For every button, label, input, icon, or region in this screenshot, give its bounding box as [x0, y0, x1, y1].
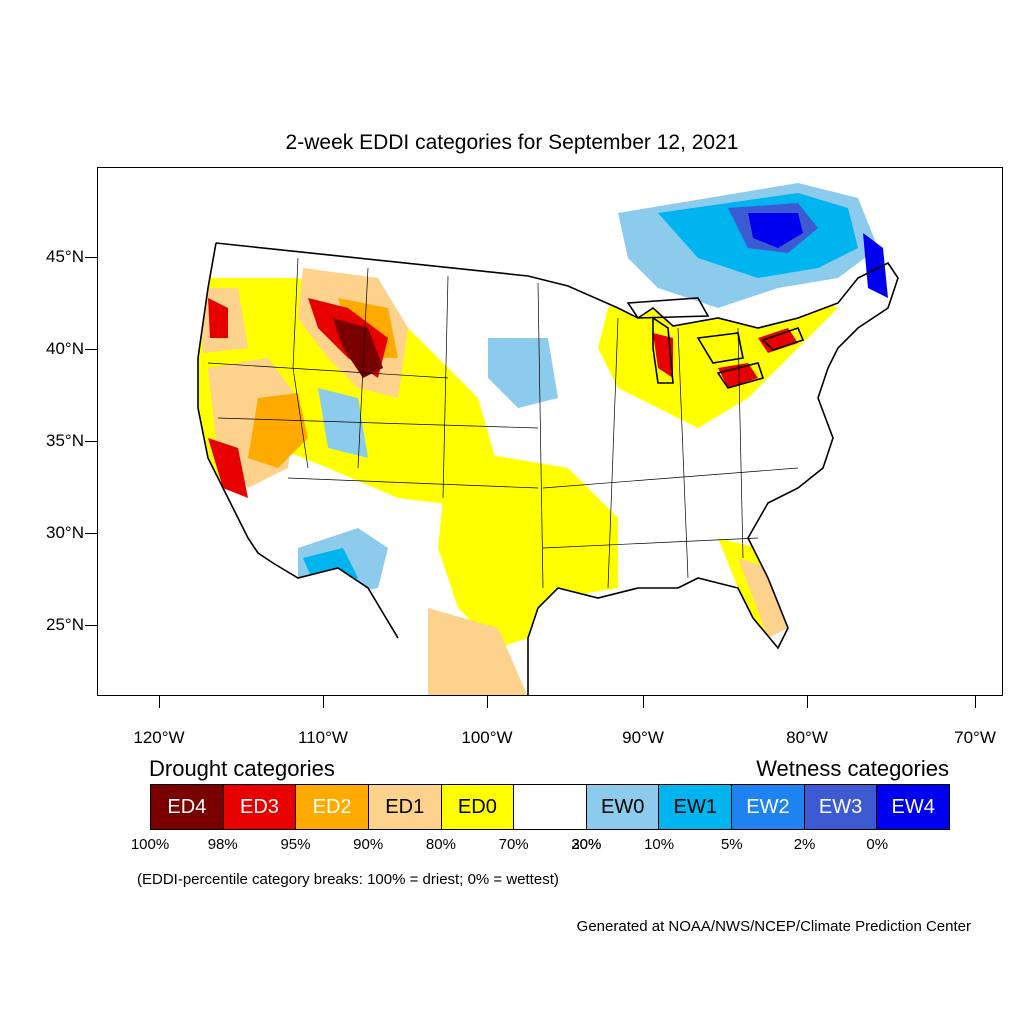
- lat-label-45: 45°N: [46, 247, 84, 266]
- lon-tick: [643, 696, 644, 708]
- eddi-map: [197, 183, 899, 695]
- legend-break-label: 5%: [720, 836, 743, 853]
- legend-break-label: 100%: [130, 836, 170, 853]
- region-ew0-dakotas: [488, 338, 558, 408]
- legend-break-label: 95%: [280, 836, 311, 853]
- lon-label-100: 100°W: [461, 728, 513, 747]
- lon-label-80: 80°W: [786, 728, 828, 747]
- map-title: 2-week EDDI categories for September 12,…: [285, 131, 739, 154]
- drought-heading: Drought categories: [149, 756, 335, 781]
- region-ed2-a: [248, 393, 308, 468]
- lat-label-40: 40°N: [46, 339, 84, 358]
- legend-break-label: 20%: [571, 836, 602, 853]
- state-boundaries: [207, 242, 799, 589]
- region-ed3-erie: [718, 363, 758, 388]
- wetness-heading: Wetness categories: [756, 756, 949, 781]
- legend-ew0: EW0: [586, 785, 660, 829]
- region-canada-ew4: [748, 213, 803, 248]
- category-note: (EDDI-percentile category breaks: 100% =…: [137, 871, 559, 888]
- lat-tick: [85, 441, 97, 442]
- land-shading: [198, 183, 898, 695]
- lat-label-25: 25°N: [46, 615, 84, 634]
- legend-break-label: 98%: [207, 836, 238, 853]
- legend-ew4: EW4: [877, 785, 950, 829]
- region-ed1-florida: [738, 558, 788, 638]
- lon-tick: [975, 696, 976, 708]
- legend-break-label: 30%: [571, 836, 602, 853]
- legend-break-label: 2%: [793, 836, 816, 853]
- legend-break-label: 80%: [425, 836, 456, 853]
- legend-ed3: ED3: [223, 785, 297, 829]
- category-legend: ED4 ED3 ED2 ED1 ED0 EW0 EW1 EW2 EW3 EW4: [150, 784, 950, 830]
- coastlines: [197, 242, 899, 695]
- region-ed4-montana: [333, 318, 383, 378]
- lat-tick: [85, 533, 97, 534]
- lon-label-110: 110°W: [298, 728, 348, 747]
- region-ed3-oregon: [208, 298, 228, 338]
- region-ed3-michigan: [653, 333, 673, 378]
- lon-tick: [807, 696, 808, 708]
- region-ed0-southcentral: [438, 448, 618, 648]
- lat-label-35: 35°N: [46, 431, 84, 450]
- legend-break-label: 70%: [498, 836, 529, 853]
- region-ed3-california: [208, 438, 248, 498]
- credit-line: Generated at NOAA/NWS/NCEP/Climate Predi…: [576, 918, 971, 935]
- legend-ed0: ED0: [441, 785, 515, 829]
- region-ed0-west: [198, 278, 498, 508]
- region-ew0-utah: [318, 388, 368, 458]
- lat-tick: [85, 349, 97, 350]
- region-maine-ew4: [863, 233, 888, 298]
- region-ed3-ny: [758, 328, 798, 353]
- legend-ew2: EW2: [732, 785, 805, 829]
- lon-label-90: 90°W: [622, 728, 664, 747]
- legend-ed2: ED2: [296, 785, 369, 829]
- region-ew2-gulf: [308, 588, 333, 618]
- legend-ed1: ED1: [368, 785, 442, 829]
- lon-label-70: 70°W: [954, 728, 996, 747]
- lon-tick: [159, 696, 160, 708]
- lat-tick: [85, 257, 97, 258]
- legend-break-label: 90%: [353, 836, 384, 853]
- map-panel: [97, 167, 1003, 696]
- legend-ew1: EW1: [659, 785, 733, 829]
- lat-label-30: 30°N: [46, 523, 84, 542]
- legend-ed4: ED4: [151, 785, 224, 829]
- lon-label-120: 120°W: [133, 728, 185, 747]
- legend-break-label: 0%: [866, 836, 889, 853]
- lon-tick: [487, 696, 488, 708]
- lat-tick: [85, 625, 97, 626]
- lon-tick: [323, 696, 324, 708]
- legend-break-label: 10%: [644, 836, 675, 853]
- legend-ew3: EW3: [804, 785, 878, 829]
- region-ed1-southtexas: [428, 608, 528, 695]
- legend-normal: [514, 785, 587, 829]
